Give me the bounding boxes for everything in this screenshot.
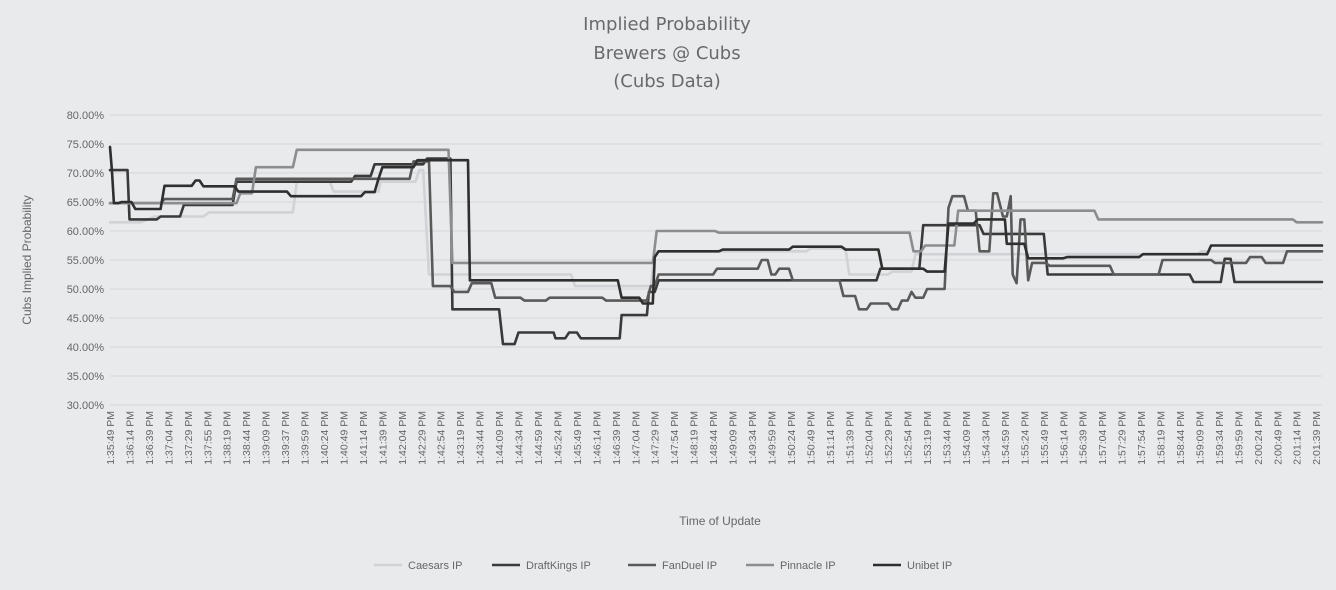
x-tick-label: 1:46:14 PM [591, 411, 603, 465]
x-tick-label: 1:52:29 PM [883, 411, 895, 465]
x-tick-label: 1:35:49 PM [105, 411, 117, 465]
legend-label: Caesars IP [408, 560, 462, 572]
chart-title-line-3: (Cubs Data) [613, 71, 721, 92]
y-tick-label: 65.00% [67, 197, 105, 209]
x-tick-label: 1:38:44 PM [241, 411, 253, 465]
gridlines [110, 114, 1322, 406]
series-line-pinnacle-ip [108, 148, 1324, 265]
x-tick-label: 1:55:49 PM [1039, 411, 1051, 465]
x-tick-label: 1:47:29 PM [650, 411, 662, 465]
x-tick-label: 1:59:34 PM [1214, 411, 1226, 465]
x-tick-label: 1:49:59 PM [766, 411, 778, 465]
y-axis-ticks: 30.00% 35.00% 40.00% 45.00% 50.00% 55.00% 60.0… [67, 110, 105, 412]
x-tick-label: 1:41:39 PM [377, 411, 389, 465]
x-tick-label: 1:54:59 PM [1000, 411, 1012, 465]
x-tick-label: 1:57:04 PM [1097, 411, 1109, 465]
y-tick-label: 60.00% [67, 226, 105, 238]
x-tick-label: 1:43:44 PM [475, 411, 487, 465]
y-tick-label: 30.00% [67, 400, 105, 412]
legend-label: Unibet IP [907, 560, 952, 572]
x-tick-label: 1:36:14 PM [124, 411, 136, 465]
x-tick-label: 1:50:24 PM [786, 411, 798, 465]
x-tick-label: 1:53:44 PM [942, 411, 954, 465]
x-tick-label: 1:42:29 PM [416, 411, 428, 465]
legend: Caesars IP DraftKings IP FanDuel IP Pinnacl… [374, 560, 952, 572]
x-tick-label: 1:57:54 PM [1136, 411, 1148, 465]
legend-label: DraftKings IP [526, 560, 591, 572]
x-tick-label: 1:57:29 PM [1117, 411, 1129, 465]
x-tick-label: 1:47:04 PM [630, 411, 642, 465]
x-tick-label: 1:48:19 PM [689, 411, 701, 465]
x-tick-label: 1:44:34 PM [514, 411, 526, 465]
y-tick-label: 50.00% [67, 284, 105, 296]
x-tick-label: 1:56:39 PM [1078, 411, 1090, 465]
x-tick-label: 1:40:24 PM [319, 411, 331, 465]
series-line-caesars-ip [108, 168, 1324, 288]
x-tick-label: 1:51:39 PM [844, 411, 856, 465]
x-tick-label: 1:58:44 PM [1175, 411, 1187, 465]
x-tick-label: 1:37:29 PM [183, 411, 195, 465]
x-axis-ticks: 1:35:49 PM 1:36:14 PM 1:36:39 PM 1:37:04 PM… [105, 411, 1323, 465]
x-tick-label: 1:46:39 PM [611, 411, 623, 465]
x-tick-label: 1:59:09 PM [1194, 411, 1206, 465]
x-tick-label: 2:01:14 PM [1292, 411, 1304, 465]
x-tick-label: 1:42:04 PM [397, 411, 409, 465]
x-tick-label: 1:37:04 PM [163, 411, 175, 465]
x-tick-label: 1:39:59 PM [300, 411, 312, 465]
series-line-unibet-ip [108, 145, 1324, 305]
x-tick-label: 1:36:39 PM [144, 411, 156, 465]
x-tick-label: 1:49:09 PM [728, 411, 740, 465]
x-tick-label: 1:52:04 PM [864, 411, 876, 465]
x-tick-label: 1:45:24 PM [552, 411, 564, 465]
x-tick-label: 1:49:34 PM [747, 411, 759, 465]
y-tick-label: 35.00% [67, 371, 105, 383]
y-tick-label: 40.00% [67, 342, 105, 354]
series-line-fanduel-ip [108, 160, 1324, 311]
x-tick-label: 1:44:59 PM [533, 411, 545, 465]
x-tick-label: 1:39:37 PM [280, 411, 292, 465]
x-tick-label: 1:59:59 PM [1233, 411, 1245, 465]
x-tick-label: 1:43:19 PM [455, 411, 467, 465]
chart-title-line-2: Brewers @ Cubs [593, 43, 740, 64]
x-tick-label: 2:01:39 PM [1311, 411, 1323, 465]
x-tick-label: 1:42:54 PM [436, 411, 448, 465]
x-tick-label: 1:44:09 PM [494, 411, 506, 465]
x-tick-label: 1:54:09 PM [961, 411, 973, 465]
legend-label: Pinnacle IP [780, 560, 836, 572]
x-tick-label: 2:00:24 PM [1253, 411, 1265, 465]
x-tick-label: 1:53:19 PM [922, 411, 934, 465]
x-tick-label: 1:55:24 PM [1019, 411, 1031, 465]
series-lines [108, 145, 1324, 346]
x-tick-label: 1:48:44 PM [708, 411, 720, 465]
y-tick-label: 75.00% [67, 139, 105, 151]
x-tick-label: 1:54:34 PM [980, 411, 992, 465]
x-tick-label: 1:58:19 PM [1156, 411, 1168, 465]
x-tick-label: 1:50:49 PM [805, 411, 817, 465]
x-tick-label: 1:51:14 PM [825, 411, 837, 465]
y-tick-label: 70.00% [67, 168, 105, 180]
x-tick-label: 1:52:54 PM [903, 411, 915, 465]
x-axis-label: Time of Update [679, 514, 761, 528]
y-axis-label: Cubs Implied Probability [20, 195, 34, 324]
chart-title-line-1: Implied Probability [583, 14, 751, 35]
x-tick-label: 2:00:49 PM [1272, 411, 1284, 465]
y-tick-label: 55.00% [67, 255, 105, 267]
x-tick-label: 1:39:09 PM [261, 411, 273, 465]
x-tick-label: 1:40:49 PM [338, 411, 350, 465]
x-tick-label: 1:56:14 PM [1058, 411, 1070, 465]
x-tick-label: 1:47:54 PM [669, 411, 681, 465]
x-tick-label: 1:41:14 PM [358, 411, 370, 465]
y-tick-label: 45.00% [67, 313, 105, 325]
y-tick-label: 80.00% [67, 110, 105, 122]
x-tick-label: 1:37:55 PM [202, 411, 214, 465]
x-tick-label: 1:45:49 PM [572, 411, 584, 465]
x-tick-label: 1:38:19 PM [222, 411, 234, 465]
legend-label: FanDuel IP [662, 560, 717, 572]
